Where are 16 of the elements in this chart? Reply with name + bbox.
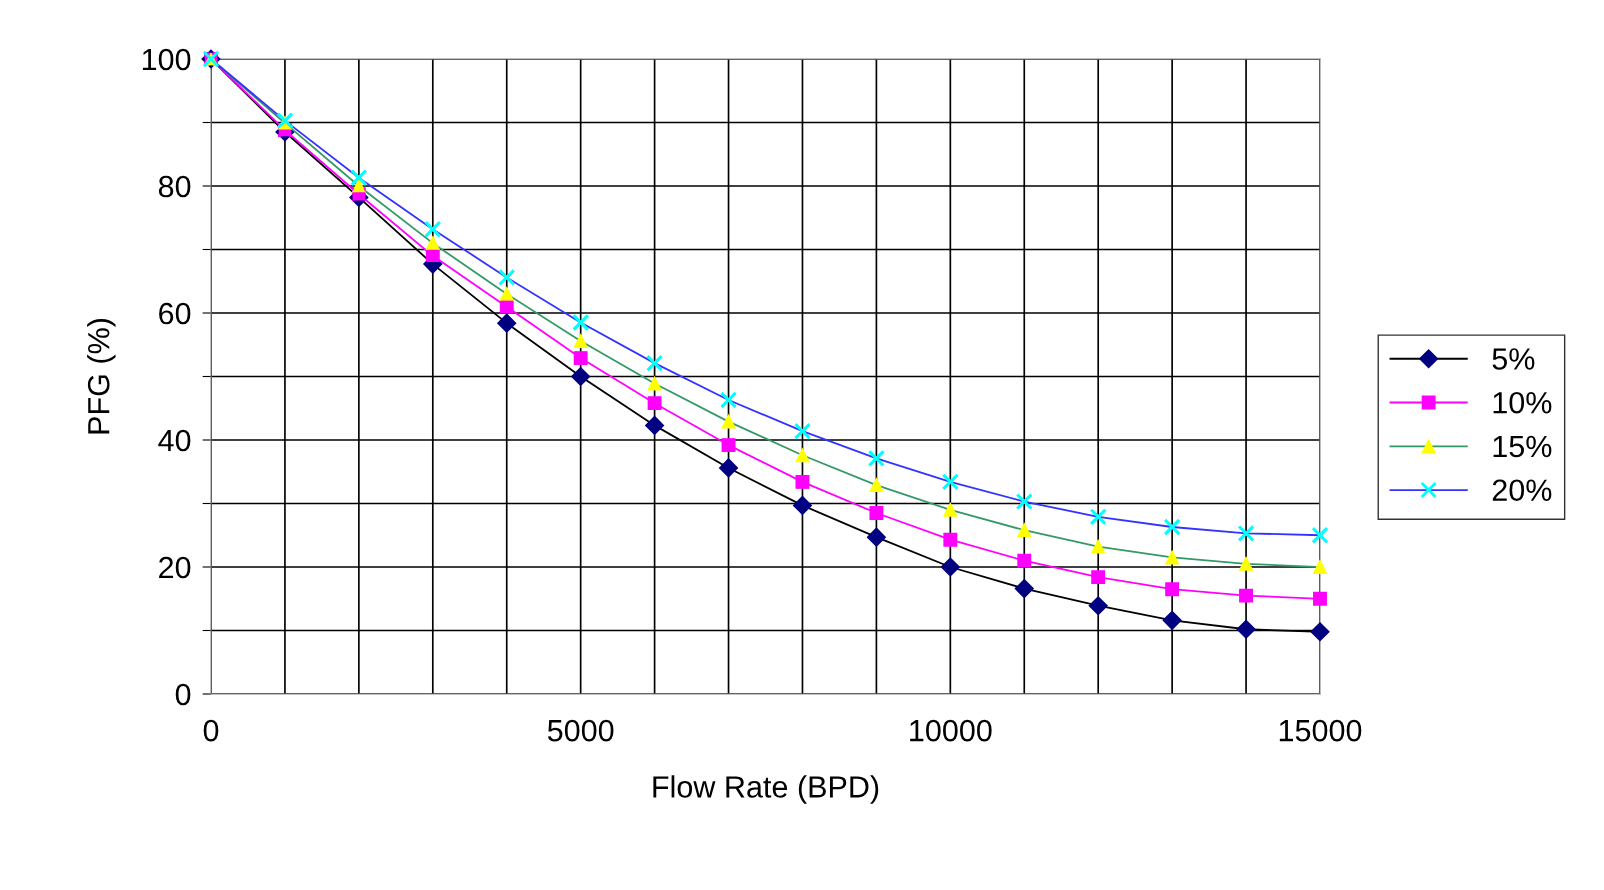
legend-label: 15% — [1493, 435, 1552, 458]
x-tick-label: 15000 — [1279, 719, 1362, 742]
x-axis-title: Flow Rate (BPD) — [653, 775, 879, 804]
y-axis-title: PFG (%) — [87, 318, 116, 434]
y-tick-label: 40 — [158, 429, 191, 452]
y-tick-label: 60 — [159, 302, 191, 325]
legend-label: 5% — [1492, 348, 1535, 370]
y-tick-label: 20 — [159, 556, 191, 579]
legend-label: 10% — [1493, 391, 1552, 414]
y-tick-label: 100 — [142, 48, 191, 71]
y-tick-label: 80 — [158, 175, 191, 198]
x-tick-label: 5000 — [547, 719, 614, 742]
legend-label: 20% — [1492, 479, 1552, 502]
x-tick-label: 0 — [203, 719, 219, 742]
x-tick-label: 10000 — [910, 719, 992, 742]
y-tick-label: 0 — [175, 683, 191, 706]
